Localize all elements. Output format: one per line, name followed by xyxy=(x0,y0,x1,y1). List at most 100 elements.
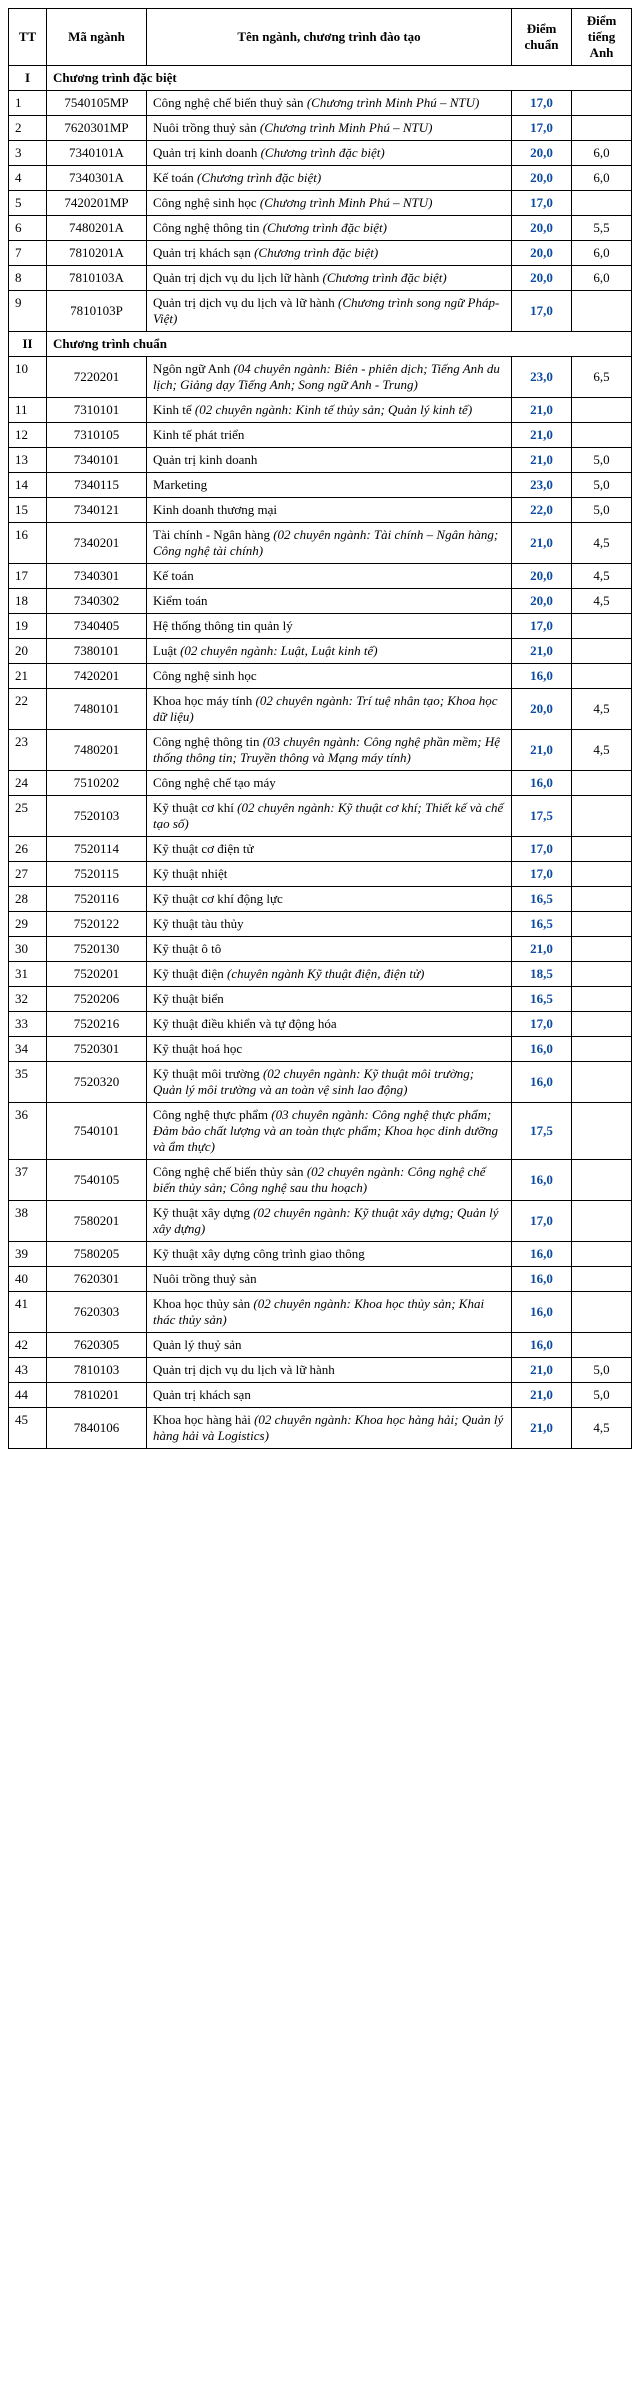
cell-diem-chuan: 16,0 xyxy=(512,1292,572,1333)
cell-ma-nganh: 7340115 xyxy=(47,473,147,498)
cell-diem-anh xyxy=(572,1062,632,1103)
cell-ma-nganh: 7340101A xyxy=(47,141,147,166)
cell-ma-nganh: 7520201 xyxy=(47,962,147,987)
program-name: Kiểm toán xyxy=(153,593,208,608)
table-row: 267520114Kỹ thuật cơ điện tử17,0 xyxy=(9,837,632,862)
cell-diem-anh xyxy=(572,1201,632,1242)
cell-ma-nganh: 7420201 xyxy=(47,664,147,689)
cell-diem-chuan: 17,0 xyxy=(512,614,572,639)
cell-tt: 3 xyxy=(9,141,47,166)
cell-tt: 17 xyxy=(9,564,47,589)
table-row: 367540101Công nghệ thực phẩm (03 chuyên … xyxy=(9,1103,632,1160)
cell-tt: 15 xyxy=(9,498,47,523)
cell-ten-nganh: Quản trị dịch vụ du lịch và lữ hành xyxy=(147,1358,512,1383)
cell-tt: 5 xyxy=(9,191,47,216)
table-row: 237480201Công nghệ thông tin (03 chuyên … xyxy=(9,730,632,771)
program-name: Luật xyxy=(153,643,180,658)
cell-diem-anh xyxy=(572,771,632,796)
cell-diem-chuan: 16,0 xyxy=(512,771,572,796)
cell-diem-chuan: 21,0 xyxy=(512,398,572,423)
program-name: Quản trị khách sạn xyxy=(153,245,254,260)
program-name: Kỹ thuật xây dựng xyxy=(153,1205,253,1220)
program-name: Kỹ thuật điều khiển và tự động hóa xyxy=(153,1016,337,1031)
table-row: 17540105MPCông nghệ chế biến thuỷ sản (C… xyxy=(9,91,632,116)
cell-diem-anh xyxy=(572,191,632,216)
cell-diem-chuan: 21,0 xyxy=(512,448,572,473)
cell-ma-nganh: 7840106 xyxy=(47,1408,147,1449)
program-detail: (Chương trình đặc biệt) xyxy=(197,170,321,185)
cell-diem-anh xyxy=(572,116,632,141)
program-name: Quản lý thuỷ sản xyxy=(153,1337,241,1352)
cell-ma-nganh: 7520103 xyxy=(47,796,147,837)
cell-diem-chuan: 23,0 xyxy=(512,357,572,398)
cell-ma-nganh: 7810103A xyxy=(47,266,147,291)
cell-ma-nganh: 7810201A xyxy=(47,241,147,266)
table-row: 97810103PQuản trị dịch vụ du lịch và lữ … xyxy=(9,291,632,332)
cell-diem-anh xyxy=(572,1292,632,1333)
cell-tt: 27 xyxy=(9,862,47,887)
cell-diem-chuan: 21,0 xyxy=(512,730,572,771)
cell-diem-chuan: 23,0 xyxy=(512,473,572,498)
program-link[interactable]: Khoa học thủy sản xyxy=(153,1296,250,1311)
cell-diem-chuan: 16,5 xyxy=(512,912,572,937)
cell-diem-chuan: 17,0 xyxy=(512,191,572,216)
program-name: Công nghệ thông tin xyxy=(153,734,263,749)
program-name: Công nghệ chế biến thủy sản xyxy=(153,1164,307,1179)
cell-diem-anh xyxy=(572,962,632,987)
cell-diem-chuan: 17,5 xyxy=(512,1103,572,1160)
cell-ten-nganh: Khoa học thủy sản (02 chuyên ngành: Khoa… xyxy=(147,1292,512,1333)
table-row: 227480101Khoa học máy tính (02 chuyên ng… xyxy=(9,689,632,730)
cell-tt: 9 xyxy=(9,291,47,332)
cell-tt: 40 xyxy=(9,1267,47,1292)
program-name: Kinh tế phát triển xyxy=(153,427,244,442)
cell-diem-chuan: 20,0 xyxy=(512,689,572,730)
section-title: Chương trình đặc biệt xyxy=(47,66,632,91)
cell-ma-nganh: 7340101 xyxy=(47,448,147,473)
cell-ma-nganh: 7520115 xyxy=(47,862,147,887)
cell-tt: 6 xyxy=(9,216,47,241)
cell-ma-nganh: 7480201A xyxy=(47,216,147,241)
cell-tt: 26 xyxy=(9,837,47,862)
program-name: Khoa học hàng hải xyxy=(153,1412,254,1427)
cell-diem-anh xyxy=(572,887,632,912)
program-name: Quản trị dịch vụ du lịch và lữ hành xyxy=(153,295,338,310)
program-name: Kỹ thuật tàu thủy xyxy=(153,916,244,931)
table-row: 57420201MPCông nghệ sinh học (Chương trì… xyxy=(9,191,632,216)
cell-tt: 41 xyxy=(9,1292,47,1333)
cell-tt: 12 xyxy=(9,423,47,448)
cell-ma-nganh: 7620303 xyxy=(47,1292,147,1333)
table-row: 427620305Quản lý thuỷ sản16,0 xyxy=(9,1333,632,1358)
program-name: Công nghệ thực phẩm xyxy=(153,1107,271,1122)
table-row: 417620303Khoa học thủy sản (02 chuyên ng… xyxy=(9,1292,632,1333)
cell-tt: 1 xyxy=(9,91,47,116)
cell-ten-nganh: Công nghệ thực phẩm (03 chuyên ngành: Cô… xyxy=(147,1103,512,1160)
program-name: Nuôi trồng thuỷ sản xyxy=(153,1271,257,1286)
cell-ten-nganh: Kỹ thuật cơ khí (02 chuyên ngành: Kỹ thu… xyxy=(147,796,512,837)
program-detail: (Chương trình đặc biệt) xyxy=(323,270,447,285)
program-name: Kỹ thuật điện xyxy=(153,966,227,981)
cell-diem-anh xyxy=(572,1012,632,1037)
cell-ten-nganh: Công nghệ thông tin (Chương trình đặc bi… xyxy=(147,216,512,241)
cell-diem-chuan: 17,5 xyxy=(512,796,572,837)
table-row: 217420201Công nghệ sinh học16,0 xyxy=(9,664,632,689)
cell-tt: 20 xyxy=(9,639,47,664)
cell-ma-nganh: 7340201 xyxy=(47,523,147,564)
program-detail: (Chương trình Minh Phú – NTU) xyxy=(260,195,433,210)
cell-ma-nganh: 7520130 xyxy=(47,937,147,962)
program-name: Hệ thống thông tin quản lý xyxy=(153,618,293,633)
cell-ten-nganh: Kỹ thuật xây dựng công trình giao thông xyxy=(147,1242,512,1267)
table-row: 407620301Nuôi trồng thuỷ sản16,0 xyxy=(9,1267,632,1292)
cell-diem-anh: 4,5 xyxy=(572,1408,632,1449)
cell-diem-anh xyxy=(572,291,632,332)
col-diem-anh: Điểm tiếng Anh xyxy=(572,9,632,66)
cell-diem-chuan: 21,0 xyxy=(512,1358,572,1383)
cell-tt: 33 xyxy=(9,1012,47,1037)
program-detail: (Chương trình đặc biệt) xyxy=(261,145,385,160)
cell-ten-nganh: Kỹ thuật cơ khí động lực xyxy=(147,887,512,912)
table-row: 147340115Marketing23,05,0 xyxy=(9,473,632,498)
cell-ma-nganh: 7580201 xyxy=(47,1201,147,1242)
cell-diem-anh xyxy=(572,398,632,423)
table-row: 337520216Kỹ thuật điều khiển và tự động … xyxy=(9,1012,632,1037)
cell-diem-anh xyxy=(572,837,632,862)
cell-ma-nganh: 7540101 xyxy=(47,1103,147,1160)
